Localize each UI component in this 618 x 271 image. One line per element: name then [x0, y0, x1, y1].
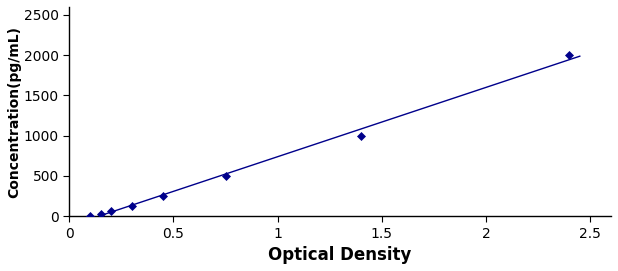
X-axis label: Optical Density: Optical Density	[268, 246, 412, 264]
Y-axis label: Concentration(pg/mL): Concentration(pg/mL)	[7, 25, 21, 198]
